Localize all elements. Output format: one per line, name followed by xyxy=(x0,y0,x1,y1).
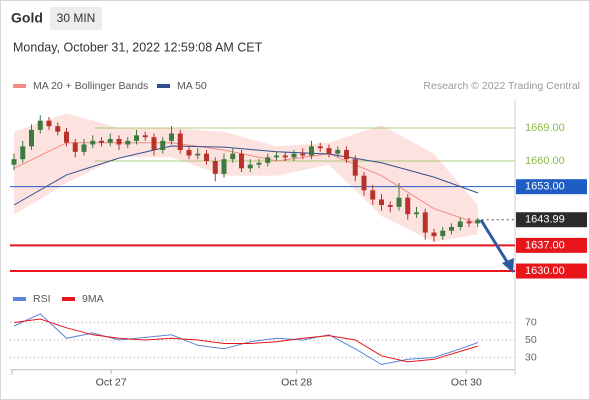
candle-body xyxy=(29,129,34,147)
candle-body xyxy=(55,126,61,132)
candle-body xyxy=(414,212,419,215)
level-box xyxy=(516,263,587,279)
candle-body xyxy=(361,175,367,191)
legend-label: MA 50 xyxy=(177,80,207,92)
candle-body xyxy=(431,232,437,237)
candle-body xyxy=(405,197,411,215)
level-label: 1669.00 xyxy=(525,122,565,134)
candle-body xyxy=(344,150,349,160)
level-box xyxy=(516,237,587,253)
candle-body xyxy=(64,131,69,143)
candle-body xyxy=(37,120,43,130)
candle-body xyxy=(326,148,332,154)
legend-swatch xyxy=(13,297,26,301)
candle-body xyxy=(107,139,113,143)
candle-body xyxy=(151,137,157,151)
candle-body xyxy=(274,155,279,158)
level-label: 1653.00 xyxy=(525,181,565,193)
candle-body xyxy=(142,135,148,138)
candle-body xyxy=(116,139,122,145)
y-tick-label: 50 xyxy=(525,334,537,346)
candle-body xyxy=(247,164,253,169)
bollinger-band xyxy=(14,113,478,242)
candle-body xyxy=(239,153,244,169)
legend-label: 9MA xyxy=(82,293,104,305)
level-box xyxy=(516,179,587,195)
candle-body xyxy=(475,219,481,224)
candle-body xyxy=(449,227,454,231)
candle-body xyxy=(291,153,297,158)
candle-body xyxy=(90,140,96,145)
legend-swatch xyxy=(13,84,26,88)
candle-body xyxy=(160,140,166,151)
source: Research © 2022 Trading Central xyxy=(423,80,580,92)
candle-body xyxy=(81,144,87,152)
moving-average xyxy=(13,145,478,206)
subtitle: Monday, October 31, 2022 12:59:08 AM CET xyxy=(13,40,263,54)
candle-body xyxy=(396,197,402,207)
candle-body xyxy=(457,221,463,228)
legend-swatch xyxy=(157,84,170,88)
forecast-arrowhead xyxy=(502,258,514,273)
legend-label: MA 20 + Bollinger Bands xyxy=(33,80,148,92)
forecast-arrow xyxy=(479,219,511,266)
candle-body xyxy=(422,212,428,233)
candle-body xyxy=(20,146,26,160)
level-label: 1630.00 xyxy=(525,265,565,277)
legend-label: RSI xyxy=(33,293,51,305)
candle-body xyxy=(466,221,472,224)
candle-body xyxy=(221,159,227,174)
candle-body xyxy=(230,153,236,160)
timeframe: 30 MIN xyxy=(57,11,96,25)
candle-body xyxy=(99,140,104,143)
level-label: 1660.00 xyxy=(525,155,565,167)
candle-body xyxy=(46,120,52,127)
candle-body xyxy=(125,140,131,145)
candle-body xyxy=(212,161,218,174)
candle-body xyxy=(186,150,192,156)
candle-body xyxy=(265,157,271,163)
candle-body xyxy=(387,205,393,207)
candle-body xyxy=(72,142,78,152)
candle-body xyxy=(204,153,209,162)
level-label: 1637.00 xyxy=(525,239,565,251)
candle-body xyxy=(134,135,139,141)
candle-body xyxy=(169,133,174,141)
y-tick-label: 30 xyxy=(525,351,537,363)
candle-body xyxy=(335,150,341,154)
candle-body xyxy=(256,162,262,165)
level-label: 1643.99 xyxy=(525,214,565,226)
candle-body xyxy=(11,159,17,165)
candle-body xyxy=(440,230,446,237)
x-tick-label: Oct 28 xyxy=(281,377,312,389)
x-tick-label: Oct 30 xyxy=(451,377,482,389)
chart-title: Gold xyxy=(11,10,43,26)
candle-body xyxy=(370,190,376,200)
level-box xyxy=(516,212,587,228)
candle-body xyxy=(317,146,323,149)
candle-body xyxy=(177,133,183,151)
candle-body xyxy=(300,153,306,156)
timeframe-badge xyxy=(50,7,102,30)
y-tick-label: 70 xyxy=(525,316,537,328)
series-line xyxy=(13,313,478,366)
series-line xyxy=(13,318,478,363)
candle-body xyxy=(352,159,358,176)
candle-body xyxy=(309,146,314,156)
candle-body xyxy=(195,153,201,156)
x-tick-label: Oct 27 xyxy=(96,377,127,389)
candle-body xyxy=(282,155,288,158)
candle-body xyxy=(379,199,384,206)
legend-swatch xyxy=(62,297,75,301)
